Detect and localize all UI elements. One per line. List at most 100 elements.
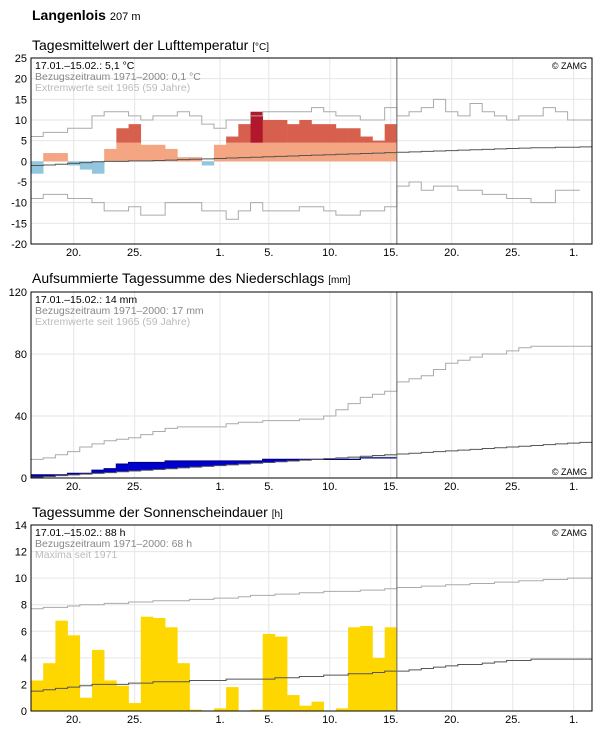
temperature-legend-line: 17.01.–15.02.: 5,1 °C [35, 60, 135, 72]
temperature-bar-anomaly-dark [226, 136, 239, 143]
sunshine-legend-line: Maxima seit 1971 [35, 549, 117, 561]
temperature-bar-anomaly-light [299, 142, 312, 162]
sunshine-bar [274, 636, 288, 711]
sunshine-bar [104, 680, 117, 711]
precipitation-surplus-area [43, 474, 56, 477]
temperature-bar-anomaly-dark [384, 124, 398, 143]
temperature-legend-line: Extremwerte seit 1965 (59 Jahre) [35, 82, 190, 94]
precipitation-legend-line: 17.01.–15.02.: 14 mm [35, 294, 137, 306]
sunshine-max-line [31, 577, 592, 610]
sunshine-bar [91, 649, 105, 711]
temperature-xtick-label: 25. [127, 247, 142, 259]
precipitation-surplus-area [67, 473, 81, 475]
temperature-ytick-label: -5 [17, 177, 27, 189]
precipitation-deficit-area [348, 457, 361, 460]
precipitation-ytick-label: 120 [9, 287, 27, 299]
sunshine-bar [55, 620, 68, 711]
temperature-bar-anomaly-light [152, 144, 166, 162]
temperature-bar-anomaly-dark [238, 124, 251, 143]
sunshine-bar [31, 680, 44, 711]
precipitation-credit: © ZAMG [552, 467, 587, 477]
sunshine-ytick-label: 6 [21, 626, 27, 638]
temperature-ytick-label: 5 [21, 136, 27, 148]
sunshine-bar [287, 695, 300, 711]
temperature-bar-anomaly-light [140, 144, 154, 162]
sunshine-xtick-label: 10. [322, 714, 337, 726]
temperature-ytick-label: 25 [15, 53, 27, 65]
sunshine-ytick-label: 0 [21, 706, 27, 718]
temperature-bar-anomaly-light [348, 142, 361, 162]
precipitation-surplus-area [128, 462, 142, 472]
temperature-bar-anomaly-dark [323, 124, 337, 143]
temperature-bar-anomaly-light [165, 148, 178, 162]
sunshine-xtick-label: 25. [127, 714, 142, 726]
temperature-bar-cold [31, 161, 44, 174]
precipitation-surplus-area [201, 460, 215, 467]
temperature-bar-anomaly-light [250, 142, 264, 162]
precipitation-surplus-area [213, 460, 227, 466]
sunshine-xtick-label: 20. [444, 714, 459, 726]
precipitation-surplus-area [177, 460, 190, 468]
sunshine-panel: 0 2 4 6 8 10 12 14 20. 25. 1. 5. 10. 15. 20. 25. 1. 17.01… [15, 520, 593, 726]
precipitation-title: Aufsummierte Tagessumme des Niederschlag… [32, 270, 350, 286]
temperature-bar-anomaly-light [55, 153, 68, 162]
temperature-bar-anomaly-light [384, 142, 398, 162]
temperature-ytick-label: 20 [15, 74, 27, 86]
sunshine-xtick-label: 1. [215, 714, 224, 726]
temperature-bar-anomaly-light [311, 142, 324, 162]
precipitation-xtick-label: 1. [215, 481, 224, 493]
precipitation-surplus-area [250, 460, 264, 464]
temperature-panel: -20 -15 -10 -5 0 5 10 15 20 25 20. 25. 1. 5. 10. 15. 20.… [11, 53, 593, 259]
sunshine-bar [250, 709, 264, 711]
temperature-bar-anomaly-light [238, 142, 251, 162]
sunshine-bar [335, 708, 349, 711]
sunshine-bar [311, 701, 324, 711]
temperature-bar-anomaly-light [128, 142, 142, 162]
temperature-bar-anomaly-dark [262, 120, 276, 143]
sunshine-bar [299, 705, 312, 711]
sunshine-bar [128, 703, 142, 711]
precipitation-frame [30, 291, 593, 479]
temperature-bar-cold [201, 161, 215, 166]
temperature-bar-anomaly-light [104, 148, 117, 162]
temperature-min-extreme-line [31, 181, 580, 220]
temperature-bar-anomaly-light [116, 142, 129, 162]
sunshine-ytick-label: 12 [15, 547, 27, 559]
temperature-bar-anomaly-light [287, 142, 300, 162]
sunshine-legend-line: 17.01.–15.02.: 88 h [35, 527, 126, 539]
temperature-bar-cold [79, 161, 93, 170]
precipitation-panel: 0 40 80 120 20. 25. 1. 5. 10. 15. 20. 25. 1. 17.01.–1… [9, 287, 593, 493]
sunshine-legend-line: Bezugszeitraum 1971–2000: 68 h [35, 538, 192, 550]
temperature-xtick-label: 25. [505, 247, 520, 259]
precipitation-surplus-area [140, 462, 154, 471]
temperature-xtick-label: 15. [383, 247, 398, 259]
sunshine-normal-line [31, 658, 592, 692]
sunshine-bar [226, 687, 239, 711]
temperature-bar-anomaly-light [323, 142, 337, 162]
sunshine-bar [360, 625, 373, 711]
precipitation-surplus-area [189, 460, 203, 468]
temperature-bar-anomaly-dark [372, 140, 385, 143]
sunshine-bar [116, 685, 129, 711]
temperature-xtick-label: 10. [322, 247, 337, 259]
precipitation-surplus-area [287, 459, 300, 461]
precipitation-normal-line [31, 441, 592, 478]
sunshine-xtick-label: 25. [505, 714, 520, 726]
sunshine-bar [177, 663, 190, 711]
temperature-bar-anomaly-light [372, 142, 385, 162]
precipitation-legend-line: Bezugszeitraum 1971–2000: 17 mm [35, 305, 204, 317]
precipitation-deficit-area [360, 456, 373, 458]
temperature-title-text: Tagesmittelwert der Lufttemperatur [32, 37, 249, 53]
sunshine-bar [189, 709, 203, 711]
temperature-bar-anomaly-dark [274, 120, 288, 143]
sunshine-bar [213, 708, 227, 711]
temperature-bar-anomaly-light [262, 142, 276, 162]
precipitation-surplus-area [91, 470, 105, 474]
temperature-ytick-label: -10 [11, 198, 27, 210]
temperature-xtick-label: 1. [569, 247, 578, 259]
precipitation-surplus-area [238, 460, 251, 465]
sunshine-ytick-label: 10 [15, 573, 27, 585]
precipitation-surplus-area [152, 462, 166, 470]
precipitation-xtick-label: 25. [505, 481, 520, 493]
